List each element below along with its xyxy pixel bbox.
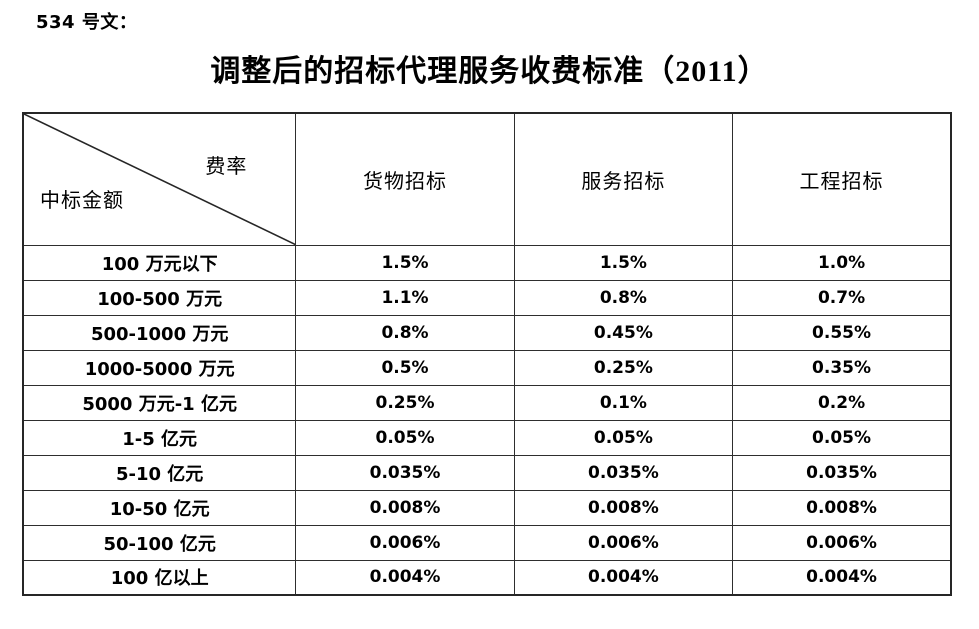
rate-cell: 0.25% — [295, 384, 515, 421]
corner-header-cell: 费率 中标金额 — [22, 112, 297, 246]
rate-cell: 0.05% — [295, 419, 515, 456]
rate-cell: 0.35% — [732, 349, 952, 386]
table-row: 1-5 亿元 0.05% 0.05% 0.05% — [22, 419, 952, 456]
rate-cell: 0.008% — [295, 489, 515, 526]
rate-cell: 0.55% — [732, 314, 952, 351]
corner-label-amount: 中标金额 — [40, 189, 124, 212]
table-row: 1000-5000 万元 0.5% 0.25% 0.35% — [22, 349, 952, 386]
rate-cell: 0.05% — [732, 419, 952, 456]
fee-rate-table: 费率 中标金额 货物招标 服务招标 工程招标 100 万元以下 1.5% 1.5% 1… — [22, 112, 952, 596]
amount-range-cell: 100-500 万元 — [22, 279, 297, 316]
amount-range-cell: 100 亿以上 — [22, 559, 297, 596]
table-body: 100 万元以下 1.5% 1.5% 1.0% 100-500 万元 1.1% 0.8% 0.… — [22, 244, 952, 596]
amount-range-cell: 5000 万元-1 亿元 — [22, 384, 297, 421]
rate-cell: 0.25% — [513, 349, 734, 386]
amount-range-cell: 5-10 亿元 — [22, 454, 297, 491]
amount-range-cell: 50-100 亿元 — [22, 524, 297, 561]
table-row: 5-10 亿元 0.035% 0.035% 0.035% — [22, 454, 952, 491]
column-header-services: 服务招标 — [513, 112, 734, 246]
rate-cell: 0.035% — [295, 454, 515, 491]
rate-cell: 0.004% — [732, 559, 952, 596]
table-row: 10-50 亿元 0.008% 0.008% 0.008% — [22, 489, 952, 526]
amount-range-cell: 1-5 亿元 — [22, 419, 297, 456]
amount-range-cell: 10-50 亿元 — [22, 489, 297, 526]
column-header-engineering: 工程招标 — [732, 112, 952, 246]
rate-cell: 0.8% — [513, 279, 734, 316]
rate-cell: 0.006% — [732, 524, 952, 561]
table-row: 100 万元以下 1.5% 1.5% 1.0% — [22, 244, 952, 281]
rate-cell: 0.035% — [732, 454, 952, 491]
rate-cell: 0.035% — [513, 454, 734, 491]
rate-cell: 0.2% — [732, 384, 952, 421]
rate-cell: 0.7% — [732, 279, 952, 316]
header-row: 费率 中标金额 货物招标 服务招标 工程招标 — [22, 112, 952, 246]
table-row: 100-500 万元 1.1% 0.8% 0.7% — [22, 279, 952, 316]
rate-cell: 0.5% — [295, 349, 515, 386]
corner-label-rate: 费率 — [205, 156, 248, 178]
table-row: 100 亿以上 0.004% 0.004% 0.004% — [22, 559, 952, 596]
rate-cell: 0.8% — [295, 314, 515, 351]
table-row: 50-100 亿元 0.006% 0.006% 0.006% — [22, 524, 952, 561]
amount-range-cell: 500-1000 万元 — [22, 314, 297, 351]
rate-cell: 1.5% — [513, 244, 734, 281]
amount-range-cell: 100 万元以下 — [22, 244, 297, 281]
rate-cell: 0.004% — [513, 559, 734, 596]
rate-cell: 1.0% — [732, 244, 952, 281]
rate-cell: 1.1% — [295, 279, 515, 316]
rate-cell: 1.5% — [295, 244, 515, 281]
column-header-goods: 货物招标 — [295, 112, 515, 246]
diagonal-divider-line — [24, 114, 295, 245]
rate-cell: 0.006% — [513, 524, 734, 561]
rate-cell: 0.004% — [295, 559, 515, 596]
table-row: 5000 万元-1 亿元 0.25% 0.1% 0.2% — [22, 384, 952, 421]
rate-cell: 0.45% — [513, 314, 734, 351]
table-row: 500-1000 万元 0.8% 0.45% 0.55% — [22, 314, 952, 351]
rate-cell: 0.1% — [513, 384, 734, 421]
rate-cell: 0.006% — [295, 524, 515, 561]
doc-number-label: 534 号文： — [36, 12, 138, 33]
rate-cell: 0.05% — [513, 419, 734, 456]
amount-range-cell: 1000-5000 万元 — [22, 349, 297, 386]
rate-cell: 0.008% — [732, 489, 952, 526]
page-title: 调整后的招标代理服务收费标准（2011） — [210, 55, 769, 88]
rate-cell: 0.008% — [513, 489, 734, 526]
